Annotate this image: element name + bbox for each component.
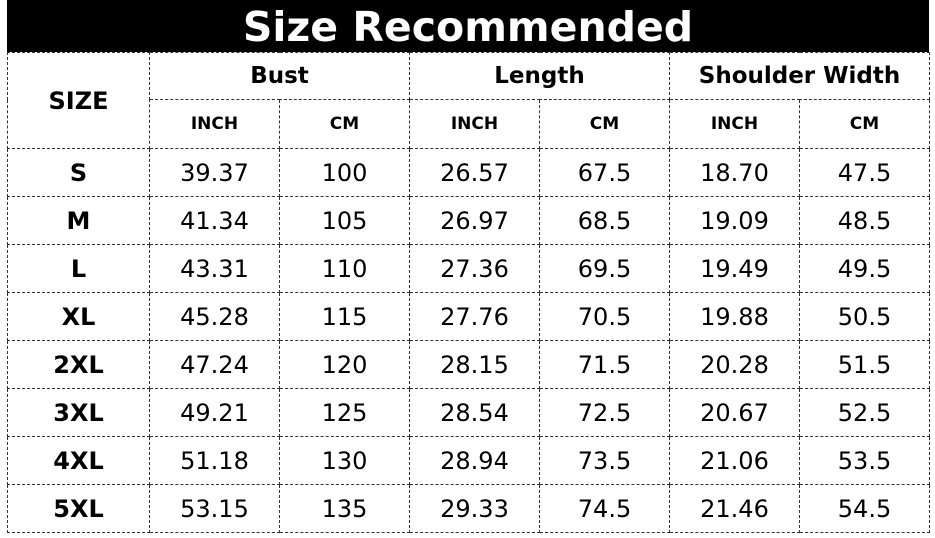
size-label: 4XL <box>7 436 150 485</box>
size-table: SIZE Bust Length Shoulder Width INCH CM … <box>7 52 930 533</box>
size-label: 2XL <box>7 340 150 389</box>
table-cell: 125 <box>279 388 410 437</box>
table-cell: 20.28 <box>669 340 800 389</box>
table-cell: 51.5 <box>799 340 930 389</box>
table-cell: 19.88 <box>669 292 800 341</box>
table-cell: 21.46 <box>669 484 800 533</box>
table-cell: 120 <box>279 340 410 389</box>
table-cell: 19.09 <box>669 196 800 245</box>
table-cell: 20.67 <box>669 388 800 437</box>
table-cell: 47.24 <box>149 340 280 389</box>
table-row: 2XL 47.24 120 28.15 71.5 20.28 51.5 <box>7 340 930 389</box>
table-cell: 130 <box>279 436 410 485</box>
table-row: XL 45.28 115 27.76 70.5 19.88 50.5 <box>7 292 930 341</box>
table-cell: 110 <box>279 244 410 293</box>
table-cell: 73.5 <box>539 436 670 485</box>
table-cell: 27.36 <box>409 244 540 293</box>
unit-header: INCH <box>149 99 280 149</box>
table-cell: 29.33 <box>409 484 540 533</box>
unit-header: CM <box>799 99 930 149</box>
table-cell: 70.5 <box>539 292 670 341</box>
table-cell: 53.5 <box>799 436 930 485</box>
size-label: L <box>7 244 150 293</box>
shoulder-width-header: Shoulder Width <box>669 52 930 100</box>
table-cell: 135 <box>279 484 410 533</box>
table-cell: 72.5 <box>539 388 670 437</box>
table-cell: 26.57 <box>409 148 540 197</box>
size-label: XL <box>7 292 150 341</box>
size-label: 5XL <box>7 484 150 533</box>
size-header: SIZE <box>7 52 150 149</box>
page-title: Size Recommended <box>7 0 929 52</box>
bust-header: Bust <box>149 52 410 100</box>
table-cell: 47.5 <box>799 148 930 197</box>
table-cell: 49.21 <box>149 388 280 437</box>
table-cell: 41.34 <box>149 196 280 245</box>
table-cell: 68.5 <box>539 196 670 245</box>
table-row: S 39.37 100 26.57 67.5 18.70 47.5 <box>7 148 930 197</box>
table-cell: 26.97 <box>409 196 540 245</box>
size-label: 3XL <box>7 388 150 437</box>
table-row: 4XL 51.18 130 28.94 73.5 21.06 53.5 <box>7 436 930 485</box>
table-cell: 74.5 <box>539 484 670 533</box>
unit-header: CM <box>539 99 670 149</box>
table-cell: 48.5 <box>799 196 930 245</box>
table-cell: 100 <box>279 148 410 197</box>
table-cell: 53.15 <box>149 484 280 533</box>
table-cell: 28.54 <box>409 388 540 437</box>
table-cell: 49.5 <box>799 244 930 293</box>
length-header: Length <box>409 52 670 100</box>
table-cell: 43.31 <box>149 244 280 293</box>
table-cell: 18.70 <box>669 148 800 197</box>
table-cell: 105 <box>279 196 410 245</box>
table-cell: 51.18 <box>149 436 280 485</box>
table-cell: 19.49 <box>669 244 800 293</box>
size-label: S <box>7 148 150 197</box>
table-cell: 69.5 <box>539 244 670 293</box>
unit-header: INCH <box>669 99 800 149</box>
table-cell: 115 <box>279 292 410 341</box>
table-cell: 52.5 <box>799 388 930 437</box>
table-cell: 67.5 <box>539 148 670 197</box>
unit-header: INCH <box>409 99 540 149</box>
table-cell: 28.94 <box>409 436 540 485</box>
table-cell: 28.15 <box>409 340 540 389</box>
table-row: 5XL 53.15 135 29.33 74.5 21.46 54.5 <box>7 484 930 533</box>
table-cell: 39.37 <box>149 148 280 197</box>
table-cell: 50.5 <box>799 292 930 341</box>
size-label: M <box>7 196 150 245</box>
table-cell: 21.06 <box>669 436 800 485</box>
table-cell: 27.76 <box>409 292 540 341</box>
table-cell: 45.28 <box>149 292 280 341</box>
table-cell: 71.5 <box>539 340 670 389</box>
table-row: 3XL 49.21 125 28.54 72.5 20.67 52.5 <box>7 388 930 437</box>
unit-header: CM <box>279 99 410 149</box>
table-cell: 54.5 <box>799 484 930 533</box>
table-row: L 43.31 110 27.36 69.5 19.49 49.5 <box>7 244 930 293</box>
table-row: M 41.34 105 26.97 68.5 19.09 48.5 <box>7 196 930 245</box>
